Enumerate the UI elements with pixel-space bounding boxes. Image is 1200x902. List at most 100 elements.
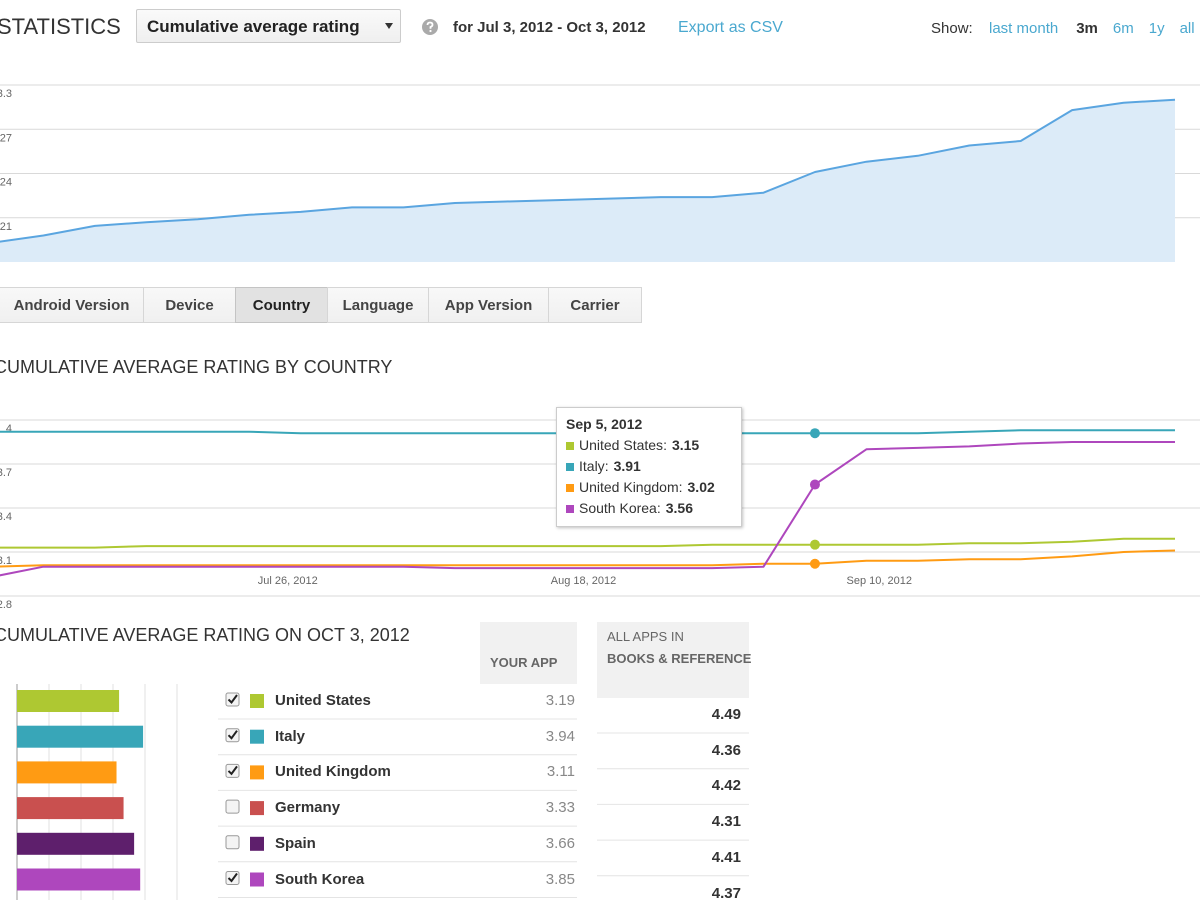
metric-label: Cumulative average rating: [147, 17, 360, 36]
checkbox[interactable]: [225, 763, 240, 778]
color-swatch: [250, 872, 264, 887]
all-apps-label: ALL APPS IN: [607, 629, 684, 644]
tooltip-name: South Korea: [579, 500, 661, 516]
tab[interactable]: Language: [327, 287, 429, 323]
highlight-dot: [809, 539, 820, 550]
tab[interactable]: Device: [143, 287, 236, 323]
all-apps-value: 4.36: [711, 741, 741, 759]
y-tick-label: 3.27: [0, 132, 12, 144]
area: [0, 99, 1175, 262]
checkbox[interactable]: [225, 692, 240, 707]
x-tick-label: Aug 18, 2012: [551, 575, 616, 587]
tooltip-name: United States: [579, 437, 667, 453]
tooltip-name: Italy: [579, 458, 609, 474]
section-title: CUMULATIVE AVERAGE RATING ON OCT 3, 2012: [0, 625, 410, 645]
line: [0, 441, 1175, 577]
country-name: United Kingdom: [275, 763, 391, 781]
header-cell: YOUR APP: [480, 622, 577, 684]
your-app-value: 3.85: [545, 870, 575, 888]
bar: [17, 832, 135, 855]
checkbox-check: [227, 694, 238, 705]
help-icon[interactable]: [422, 19, 438, 35]
color-swatch: [250, 801, 264, 816]
highlight-dot: [809, 479, 820, 490]
all-apps-category: BOOKS & REFERENCE: [607, 651, 752, 666]
tab[interactable]: App Version: [428, 287, 549, 323]
y-tick-label: 3.7: [0, 467, 12, 479]
bar: [17, 725, 144, 748]
all-apps-value: 4.49: [711, 706, 741, 723]
country-name: United States: [275, 692, 371, 709]
checkbox-check: [227, 730, 238, 740]
country-name: Italy: [275, 727, 306, 745]
tooltip-value: 3.56: [665, 500, 693, 516]
your-app-value: 3.11: [546, 763, 575, 781]
tab[interactable]: Carrier: [548, 287, 642, 323]
section-title: CUMULATIVE AVERAGE RATING BY COUNTRY: [0, 357, 393, 377]
header-cell: ALL APPS IN BOOKS & REFERENCE: [597, 622, 751, 698]
highlight-dot: [809, 428, 820, 439]
range-option[interactable]: 3m: [1076, 20, 1098, 37]
y-tick-label: 3.3: [0, 88, 12, 100]
bar: [17, 761, 117, 784]
all-apps-value: 4.31: [711, 813, 741, 831]
y-tick-label: 3.4: [0, 511, 12, 523]
range-option[interactable]: all: [1179, 20, 1195, 37]
checkbox-check: [227, 872, 238, 883]
range-option[interactable]: 1y: [1148, 20, 1165, 37]
tooltip-swatch: [566, 484, 574, 492]
all-apps-value: 4.37: [711, 884, 741, 902]
checkbox-check: [227, 765, 238, 776]
color-swatch: [250, 765, 264, 780]
export-link[interactable]: Export as CSV: [678, 19, 783, 36]
color-swatch: [250, 836, 264, 851]
your-app-value: 3.33: [545, 799, 575, 817]
tooltip-name: United Kingdom: [579, 479, 683, 495]
checkbox-box: [225, 799, 240, 814]
checkbox[interactable]: [225, 871, 240, 885]
tooltip-date: Sep 5, 2012: [566, 416, 643, 432]
your-app-value: 3.19: [545, 692, 575, 709]
line: [0, 537, 1175, 549]
your-app-header: YOUR APP: [490, 655, 558, 670]
metric-dropdown[interactable]: Cumulative average rating: [136, 9, 401, 43]
all-apps-value: 4.41: [711, 848, 741, 866]
highlight-dot: [809, 558, 820, 569]
tooltip-swatch: [566, 463, 574, 471]
date-range: for Jul 3, 2012 - Oct 3, 2012: [453, 19, 646, 36]
tooltip-swatch: [566, 505, 574, 513]
dropdown-arrow: [385, 23, 393, 29]
color-swatch: [250, 694, 264, 708]
range-options: last month 3m 6m 1y all: [989, 20, 1200, 37]
country-name: South Korea: [275, 870, 365, 888]
tab[interactable]: Country: [235, 287, 328, 323]
line: [0, 98, 1176, 243]
tooltip-value: 3.15: [671, 437, 700, 453]
line: [0, 549, 1176, 568]
your-app-value: 3.66: [545, 834, 575, 852]
tooltip-value: 3.02: [687, 479, 715, 495]
all-apps-header: ALL APPS IN BOOKS & REFERENCE: [607, 626, 751, 670]
your-app-value: 3.94: [545, 727, 575, 745]
tab[interactable]: Android Version: [0, 287, 144, 323]
checkbox[interactable]: [225, 728, 240, 743]
tooltip-swatch: [566, 442, 574, 450]
checkbox-box: [225, 835, 240, 850]
y-tick-label: 3.1: [0, 555, 12, 567]
tooltip-value: 3.91: [613, 458, 641, 474]
range-option[interactable]: last month: [989, 20, 1059, 37]
range-option[interactable]: 6m: [1112, 20, 1134, 37]
page-title: STATISTICS: [0, 14, 121, 39]
bar: [17, 797, 124, 820]
y-tick-label: 4: [6, 423, 12, 435]
country-name: Germany: [275, 799, 341, 817]
bar: [17, 690, 120, 712]
checkbox[interactable]: [225, 835, 240, 850]
checkbox[interactable]: [225, 799, 240, 814]
